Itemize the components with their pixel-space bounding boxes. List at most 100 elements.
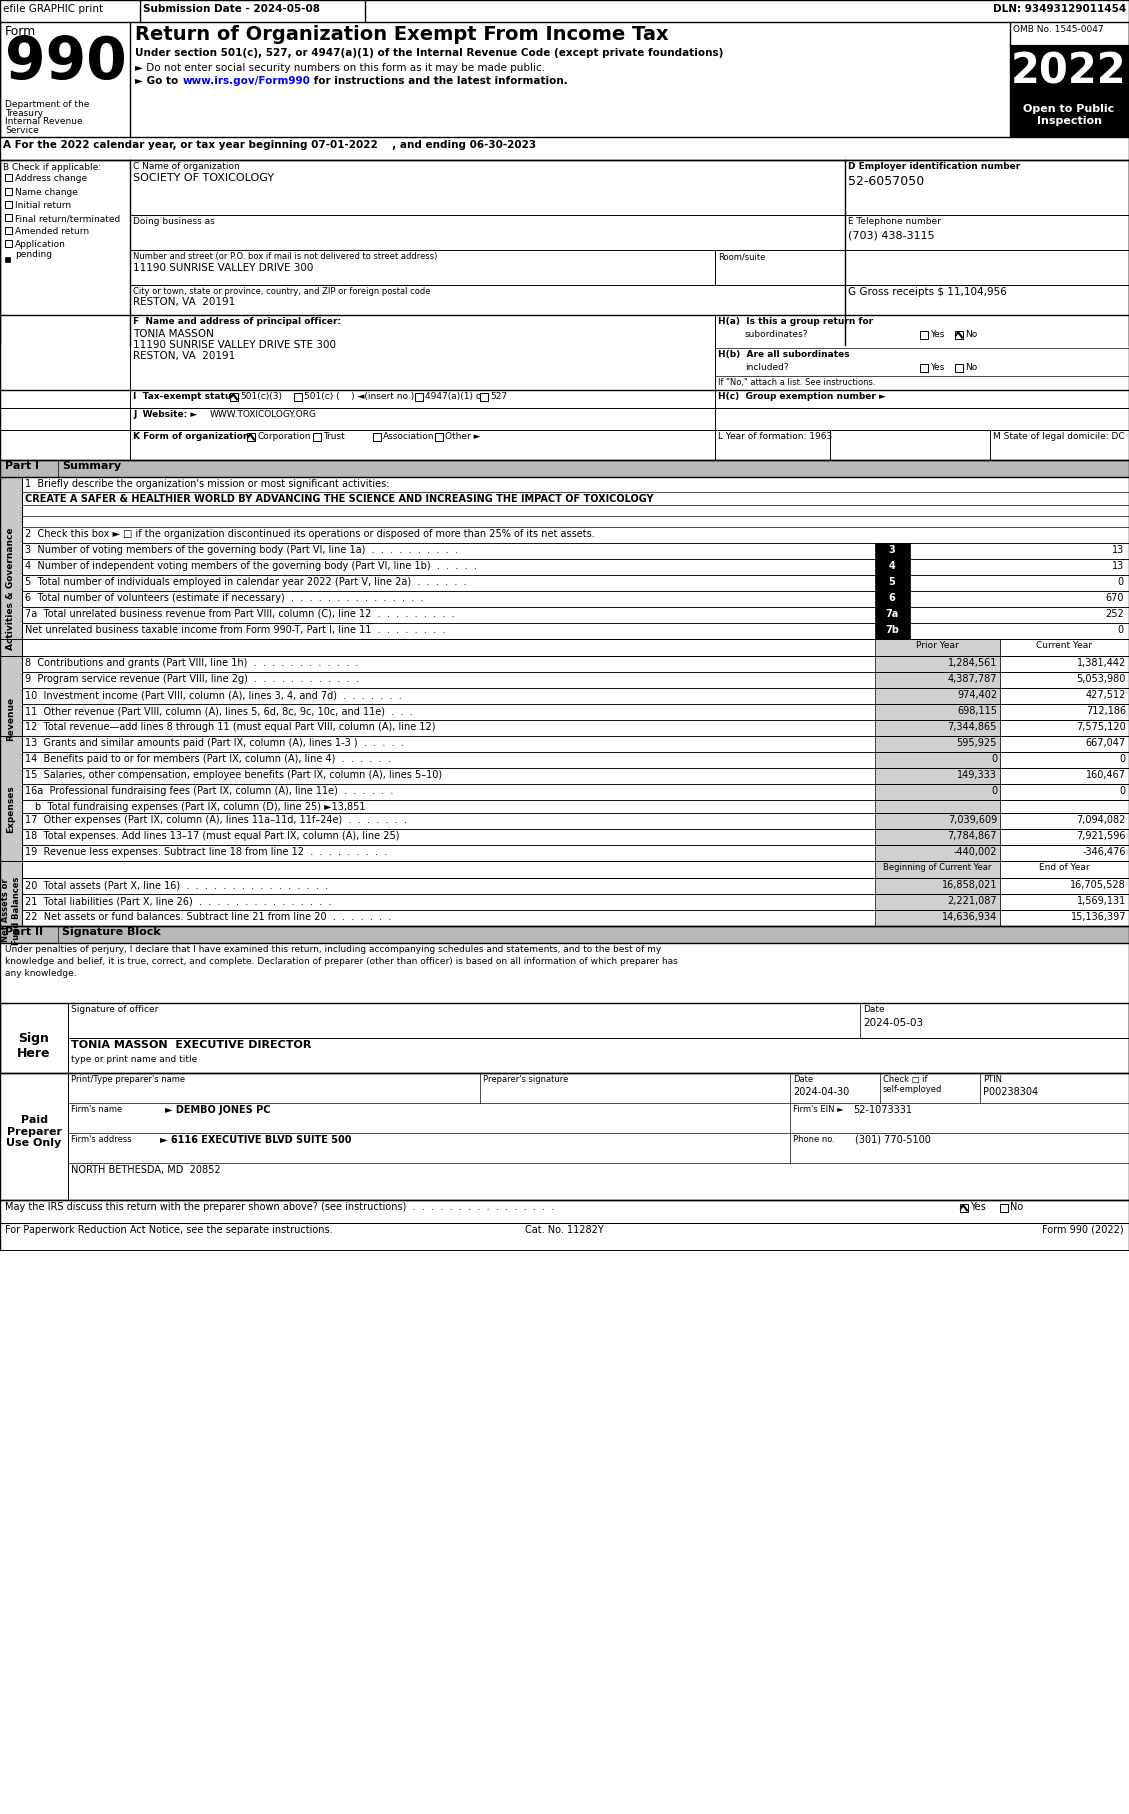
Text: 3  Number of voting members of the governing body (Part VI, line 1a)  .  .  .  .: 3 Number of voting members of the govern… (25, 544, 458, 555)
Text: 0: 0 (1118, 626, 1124, 635)
Text: 149,333: 149,333 (957, 769, 997, 780)
Text: Submission Date - 2024-05-08: Submission Date - 2024-05-08 (143, 4, 320, 15)
Bar (1000, 720, 1129, 736)
Text: If "No," attach a list. See instructions.: If "No," attach a list. See instructions… (718, 377, 875, 386)
Text: 20  Total assets (Part X, line 16)  .  .  .  .  .  .  .  .  .  .  .  .  .  .  . : 20 Total assets (Part X, line 16) . . . … (25, 880, 329, 891)
Bar (844, 160, 1129, 216)
Text: 501(c)(3): 501(c)(3) (240, 392, 282, 401)
Text: included?: included? (745, 363, 789, 372)
Bar (875, 591, 910, 608)
Text: Signature Block: Signature Block (62, 927, 160, 938)
Text: 10  Investment income (Part VIII, column (A), lines 3, 4, and 7d)  .  .  .  .  .: 10 Investment income (Part VIII, column … (25, 689, 402, 700)
Bar (1000, 845, 1129, 862)
Text: Firm's address: Firm's address (71, 1136, 132, 1145)
Text: 974,402: 974,402 (957, 689, 997, 700)
Text: ► 6116 EXECUTIVE BLVD SUITE 500: ► 6116 EXECUTIVE BLVD SUITE 500 (160, 1136, 351, 1145)
Bar (1000, 753, 1129, 767)
Bar (1000, 671, 1129, 688)
Text: type or print name and title: type or print name and title (71, 1056, 198, 1065)
Text: Internal Revenue: Internal Revenue (5, 116, 82, 125)
Text: NORTH BETHESDA, MD  20852: NORTH BETHESDA, MD 20852 (71, 1165, 220, 1175)
Bar (0, 1003, 68, 1074)
Text: 14  Benefits paid to or for members (Part IX, column (A), line 4)  .  .  .  .  .: 14 Benefits paid to or for members (Part… (25, 755, 391, 764)
Text: 5: 5 (889, 577, 895, 588)
Text: Yes: Yes (970, 1203, 986, 1212)
Bar (875, 911, 1000, 925)
Text: 501(c) (    ) ◄(insert no.): 501(c) ( ) ◄(insert no.) (304, 392, 414, 401)
Text: 7,784,867: 7,784,867 (947, 831, 997, 842)
Bar (1000, 639, 1129, 657)
Text: Association: Association (383, 432, 435, 441)
Bar (0, 657, 21, 782)
Text: G Gross receipts $ 11,104,956: G Gross receipts $ 11,104,956 (848, 287, 1007, 297)
Text: D Employer identification number: D Employer identification number (848, 161, 1021, 171)
Bar (130, 160, 844, 216)
Text: ► DEMBO JONES PC: ► DEMBO JONES PC (165, 1105, 271, 1116)
Text: Part II: Part II (5, 927, 43, 938)
Bar (1000, 657, 1129, 671)
Bar (875, 542, 910, 559)
Bar (875, 671, 1000, 688)
Text: 4,387,787: 4,387,787 (947, 675, 997, 684)
Text: 5  Total number of individuals employed in calendar year 2022 (Part V, line 2a) : 5 Total number of individuals employed i… (25, 577, 466, 588)
Text: Expenses: Expenses (7, 785, 16, 833)
Bar (920, 330, 928, 339)
Bar (875, 829, 1000, 845)
Text: WWW.TOXICOLOGY.ORG: WWW.TOXICOLOGY.ORG (210, 410, 317, 419)
Text: 0: 0 (1120, 755, 1126, 764)
Bar (294, 394, 301, 401)
Text: I  Tax-exempt status:: I Tax-exempt status: (133, 392, 240, 401)
Text: Paid
Preparer
Use Only: Paid Preparer Use Only (7, 1116, 62, 1148)
Bar (1000, 894, 1129, 911)
Bar (920, 365, 928, 372)
Text: RESTON, VA  20191: RESTON, VA 20191 (133, 350, 235, 361)
Bar (435, 434, 443, 441)
Bar (875, 862, 1000, 878)
Bar (5, 239, 12, 247)
Bar (373, 434, 380, 441)
Bar (0, 862, 21, 960)
Bar (875, 639, 1000, 657)
Bar (875, 559, 910, 575)
Bar (0, 1074, 68, 1201)
Text: Name change: Name change (15, 189, 78, 198)
Bar (0, 477, 21, 700)
Bar (875, 878, 1000, 894)
Text: Under section 501(c), 527, or 4947(a)(1) of the Internal Revenue Code (except pr: Under section 501(c), 527, or 4947(a)(1)… (135, 47, 724, 58)
Text: F  Name and address of principal officer:: F Name and address of principal officer: (133, 317, 341, 327)
Text: Return of Organization Exempt From Income Tax: Return of Organization Exempt From Incom… (135, 25, 668, 44)
Text: 11  Other revenue (Part VIII, column (A), lines 5, 6d, 8c, 9c, 10c, and 11e)  . : 11 Other revenue (Part VIII, column (A),… (25, 706, 413, 717)
Text: Service: Service (5, 125, 38, 134)
Bar (1000, 862, 1129, 878)
Bar (247, 434, 255, 441)
Text: RESTON, VA  20191: RESTON, VA 20191 (133, 297, 235, 307)
Text: 18  Total expenses. Add lines 13–17 (must equal Part IX, column (A), line 25): 18 Total expenses. Add lines 13–17 (must… (25, 831, 400, 842)
Bar (875, 894, 1000, 911)
Text: 14,636,934: 14,636,934 (942, 912, 997, 922)
Text: for instructions and the latest information.: for instructions and the latest informat… (310, 76, 568, 85)
Text: 2,221,087: 2,221,087 (947, 896, 997, 905)
Text: Firm's EIN ►: Firm's EIN ► (793, 1105, 843, 1114)
Bar (5, 258, 10, 261)
Text: 712,186: 712,186 (1086, 706, 1126, 717)
Text: Department of the: Department of the (5, 100, 89, 109)
Text: 4947(a)(1) or: 4947(a)(1) or (425, 392, 485, 401)
Text: (703) 438-3115: (703) 438-3115 (848, 230, 935, 239)
Text: ► Go to: ► Go to (135, 76, 182, 85)
Text: pending: pending (15, 250, 52, 259)
Text: 15  Salaries, other compensation, employee benefits (Part IX, column (A), lines : 15 Salaries, other compensation, employe… (25, 769, 443, 780)
Text: 7,344,865: 7,344,865 (947, 722, 997, 733)
Text: Preparer's signature: Preparer's signature (483, 1076, 568, 1085)
Text: 52-6057050: 52-6057050 (848, 174, 925, 189)
Text: TONIA MASSON  EXECUTIVE DIRECTOR: TONIA MASSON EXECUTIVE DIRECTOR (71, 1039, 312, 1050)
Bar (1000, 767, 1129, 784)
Text: Revenue: Revenue (7, 697, 16, 742)
Text: SOCIETY OF TOXICOLOGY: SOCIETY OF TOXICOLOGY (133, 172, 274, 183)
Text: Cat. No. 11282Y: Cat. No. 11282Y (525, 1224, 603, 1235)
Text: 11190 SUNRISE VALLEY DRIVE 300: 11190 SUNRISE VALLEY DRIVE 300 (133, 263, 314, 272)
Text: 52-1073331: 52-1073331 (854, 1105, 912, 1116)
Text: 19  Revenue less expenses. Subtract line 18 from line 12  .  .  .  .  .  .  .  .: 19 Revenue less expenses. Subtract line … (25, 847, 387, 856)
Bar (1000, 911, 1129, 925)
Text: 5,053,980: 5,053,980 (1077, 675, 1126, 684)
Text: Amended return: Amended return (15, 227, 89, 236)
